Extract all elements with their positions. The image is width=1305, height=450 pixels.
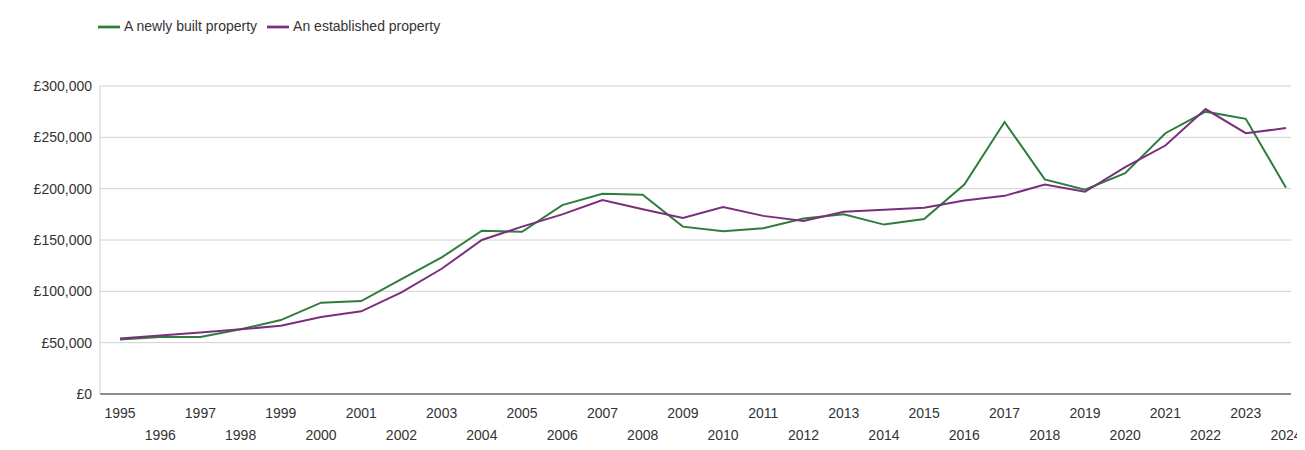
html-text:An established property: An established property <box>293 17 441 34</box>
html-text:A newly built property: A newly built property <box>124 17 258 34</box>
svg-text:£100,000: £100,000 <box>34 283 93 299</box>
svg-text:2021: 2021 <box>1150 405 1181 421</box>
svg-text:1997: 1997 <box>185 405 216 421</box>
svg-text:2012: 2012 <box>788 427 819 442</box>
svg-text:£250,000: £250,000 <box>34 129 93 145</box>
svg-text:2004: 2004 <box>466 427 497 442</box>
svg-text:2008: 2008 <box>627 427 658 442</box>
svg-text:2005: 2005 <box>506 405 537 421</box>
svg-text:2000: 2000 <box>305 427 336 442</box>
svg-text:2017: 2017 <box>989 405 1020 421</box>
svg-text:2001: 2001 <box>346 405 377 421</box>
svg-text:£0: £0 <box>76 386 92 402</box>
svg-text:2013: 2013 <box>828 405 859 421</box>
svg-text:£50,000: £50,000 <box>41 335 92 351</box>
svg-text:2024: 2024 <box>1270 427 1297 442</box>
svg-text:2023: 2023 <box>1230 405 1261 421</box>
svg-text:2003: 2003 <box>426 405 457 421</box>
svg-text:2009: 2009 <box>667 405 698 421</box>
svg-text:2010: 2010 <box>708 427 739 442</box>
svg-text:2015: 2015 <box>909 405 940 421</box>
svg-text:1995: 1995 <box>104 405 135 421</box>
svg-text:1999: 1999 <box>265 405 296 421</box>
svg-text:2014: 2014 <box>868 427 899 442</box>
svg-text:£150,000: £150,000 <box>34 232 93 248</box>
svg-text:1996: 1996 <box>145 427 176 442</box>
svg-text:2007: 2007 <box>587 405 618 421</box>
svg-text:£200,000: £200,000 <box>34 181 93 197</box>
svg-text:2020: 2020 <box>1110 427 1141 442</box>
svg-text:2002: 2002 <box>386 427 417 442</box>
svg-text:2018: 2018 <box>1029 427 1060 442</box>
svg-text:£300,000: £300,000 <box>34 78 93 94</box>
svg-text:2016: 2016 <box>949 427 980 442</box>
svg-text:2011: 2011 <box>748 405 778 421</box>
svg-text:2006: 2006 <box>547 427 578 442</box>
svg-text:1998: 1998 <box>225 427 256 442</box>
svg-text:2019: 2019 <box>1069 405 1100 421</box>
svg-text:2022: 2022 <box>1190 427 1221 442</box>
